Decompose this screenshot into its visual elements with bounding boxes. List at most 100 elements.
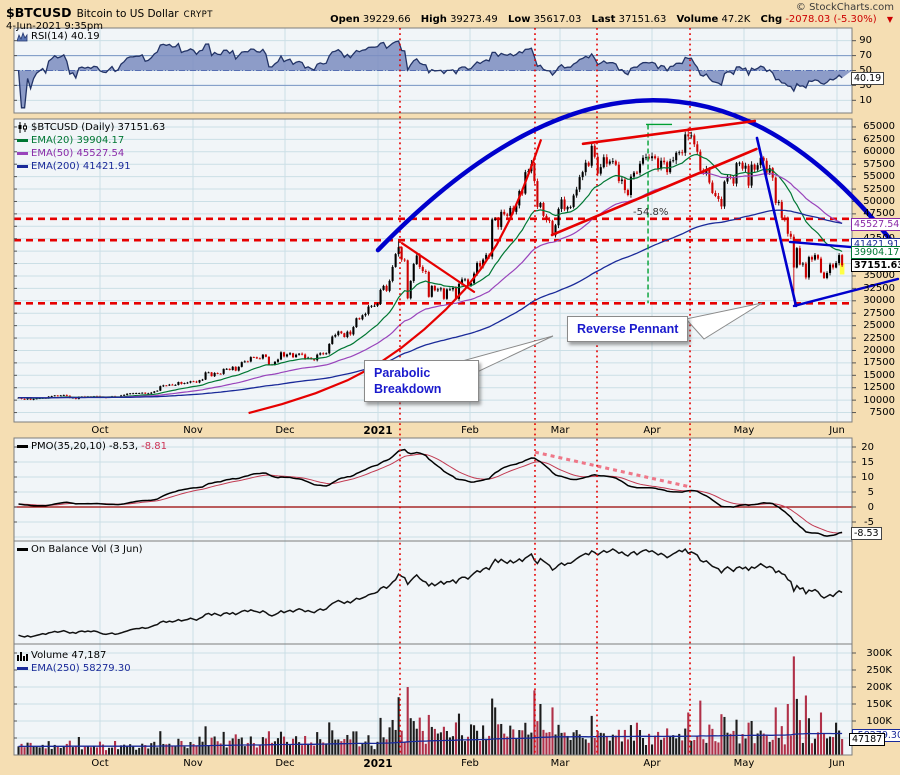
datetime: 4-Jun-2021 9:35pm bbox=[6, 21, 103, 32]
low-value: 35617.03 bbox=[533, 14, 582, 25]
y-axis-tick-label: 30000 bbox=[863, 295, 895, 307]
main-legend: $BTCUSD (Daily) 37151.63 EMA(20) 39904.1… bbox=[17, 121, 165, 173]
header-row-1: $BTCUSD Bitcoin to US Dollar CRYPT © Sto… bbox=[6, 2, 894, 20]
down-triangle-icon: ▼ bbox=[886, 15, 893, 24]
y-axis-tick-label: 32500 bbox=[863, 282, 895, 294]
y-axis-tick-label: 25000 bbox=[863, 320, 895, 332]
value-badge: 47187 bbox=[849, 732, 886, 746]
area-chart-icon bbox=[17, 31, 28, 41]
header-row-2: 4-Jun-2021 9:35pm Open 39229.66 High 392… bbox=[6, 14, 893, 32]
x-axis-label: Oct bbox=[91, 757, 109, 769]
obv-color-swatch bbox=[17, 548, 28, 551]
y-axis-tick-label: 27500 bbox=[863, 307, 895, 319]
y-axis-tick-label: 5 bbox=[867, 486, 874, 498]
y-axis-tick-label: 12500 bbox=[863, 382, 895, 394]
y-axis-tick-label: 100K bbox=[866, 715, 892, 727]
main-legend-label: $BTCUSD (Daily) 37151.63 bbox=[31, 122, 166, 133]
y-axis-tick-label: 15000 bbox=[863, 369, 895, 381]
y-axis-tick-label: 52500 bbox=[863, 183, 895, 195]
drop-percent-label: -54.8% bbox=[633, 207, 669, 218]
y-axis-tick-label: 17500 bbox=[863, 357, 895, 369]
ema20-color-swatch bbox=[17, 139, 28, 142]
pmo-signal-value: -8.81 bbox=[141, 441, 167, 452]
y-axis-tick-label: 10 bbox=[861, 471, 874, 483]
rsi-legend-label: RSI(14) 40.19 bbox=[31, 31, 100, 42]
obv-legend-label: On Balance Vol (3 Jun) bbox=[31, 544, 143, 555]
y-axis-tick-label: 150K bbox=[866, 698, 892, 710]
symbol: $BTCUSD bbox=[6, 5, 72, 20]
quote-bar: Open 39229.66 High 39273.49 Low 35617.03… bbox=[330, 14, 893, 25]
y-axis-tick-label: 62500 bbox=[863, 133, 895, 145]
x-axis-label: Mar bbox=[550, 424, 570, 436]
value-badge: -8.53 bbox=[851, 526, 882, 540]
ema200-legend-label: EMA(200) 41421.91 bbox=[31, 161, 131, 172]
last-label: Last bbox=[591, 14, 616, 25]
pmo-legend: PMO(35,20,10) -8.53, -8.81 bbox=[17, 441, 167, 452]
low-label: Low bbox=[507, 14, 531, 25]
exchange: CRYPT bbox=[183, 10, 213, 20]
x-axis-label: Oct bbox=[91, 424, 109, 436]
open-value: 39229.66 bbox=[362, 14, 411, 25]
y-axis-tick-label: 90 bbox=[859, 35, 872, 47]
y-axis-tick-label: 70 bbox=[859, 50, 872, 62]
ema50-color-swatch bbox=[17, 152, 28, 155]
candlestick-icon bbox=[18, 122, 27, 133]
rsi-legend: RSI(14) 40.19 bbox=[17, 31, 100, 42]
vol-ema-color-swatch bbox=[17, 667, 28, 670]
y-axis-tick-label: 250K bbox=[866, 664, 892, 676]
y-axis-tick-label: 47500 bbox=[863, 208, 895, 220]
bar-chart-icon bbox=[17, 651, 28, 661]
y-axis-tick-label: 20000 bbox=[863, 344, 895, 356]
y-axis-tick-label: -5 bbox=[864, 516, 874, 528]
copyright: © StockCharts.com bbox=[795, 2, 894, 13]
x-axis-label: Nov bbox=[183, 424, 203, 436]
ema50-legend-label: EMA(50) 45527.54 bbox=[31, 148, 125, 159]
y-axis-tick-label: 50000 bbox=[863, 195, 895, 207]
chg-label: Chg bbox=[760, 14, 783, 25]
x-axis-label: 2021 bbox=[363, 757, 393, 770]
y-axis-tick-label: 55000 bbox=[863, 171, 895, 183]
volume-legend: Volume 47,187 EMA(250) 58279.30 bbox=[17, 649, 131, 675]
y-axis-tick-label: 15 bbox=[861, 456, 874, 468]
x-axis-label: Dec bbox=[275, 424, 295, 436]
value-badge: 37151.63 bbox=[851, 259, 900, 273]
ema20-legend-label: EMA(20) 39904.17 bbox=[31, 135, 125, 146]
ema200-color-swatch bbox=[17, 165, 28, 168]
volume-label: Volume bbox=[676, 14, 719, 25]
value-badge: 39904.17 bbox=[851, 245, 900, 259]
value-badge: 40.19 bbox=[851, 71, 885, 85]
last-value: 37151.63 bbox=[618, 14, 667, 25]
x-axis-label: Jun bbox=[829, 424, 845, 436]
y-axis-tick-label: 20 bbox=[861, 441, 874, 453]
y-axis-tick-label: 50 bbox=[859, 65, 872, 76]
y-axis-tick-label: 10000 bbox=[863, 394, 895, 406]
y-axis-tick-label: 300K bbox=[866, 647, 892, 659]
y-axis-tick-label: 10 bbox=[859, 94, 872, 106]
vol-ema-legend-label: EMA(250) 58279.30 bbox=[31, 663, 131, 674]
y-axis-tick-label: 7500 bbox=[869, 407, 895, 419]
x-axis-label: Mar bbox=[550, 757, 570, 769]
x-axis-label: May bbox=[733, 757, 755, 769]
volume-legend-label: Volume 47,187 bbox=[31, 650, 107, 661]
callout-text-line2: Breakdown bbox=[374, 382, 442, 396]
y-axis-tick-label: 22500 bbox=[863, 332, 895, 344]
obv-legend: On Balance Vol (3 Jun) bbox=[17, 544, 143, 555]
symbol-name: Bitcoin to US Dollar bbox=[76, 8, 179, 20]
volume-value: 47.2K bbox=[721, 14, 751, 25]
x-axis-label: Dec bbox=[275, 757, 295, 769]
x-axis-label: Apr bbox=[643, 424, 661, 436]
y-axis-tick-label: 60000 bbox=[863, 146, 895, 158]
x-axis-label: Feb bbox=[461, 424, 479, 436]
y-axis-tick-label: 0 bbox=[867, 501, 874, 513]
pmo-color-swatch bbox=[17, 445, 28, 448]
y-axis-tick-label: 57500 bbox=[863, 158, 895, 170]
high-label: High bbox=[420, 14, 447, 25]
y-axis-tick-label: 30 bbox=[859, 79, 872, 91]
pmo-legend-label: PMO(35,20,10) -8.53, bbox=[31, 441, 139, 452]
x-axis-label: Nov bbox=[183, 757, 203, 769]
callout-text-line1: Parabolic bbox=[374, 366, 431, 380]
chg-value: -2078.03 (-5.30%) bbox=[785, 14, 877, 25]
parabolic-breakdown-callout: Parabolic Breakdown bbox=[364, 360, 479, 402]
x-axis-label: Apr bbox=[643, 757, 661, 769]
